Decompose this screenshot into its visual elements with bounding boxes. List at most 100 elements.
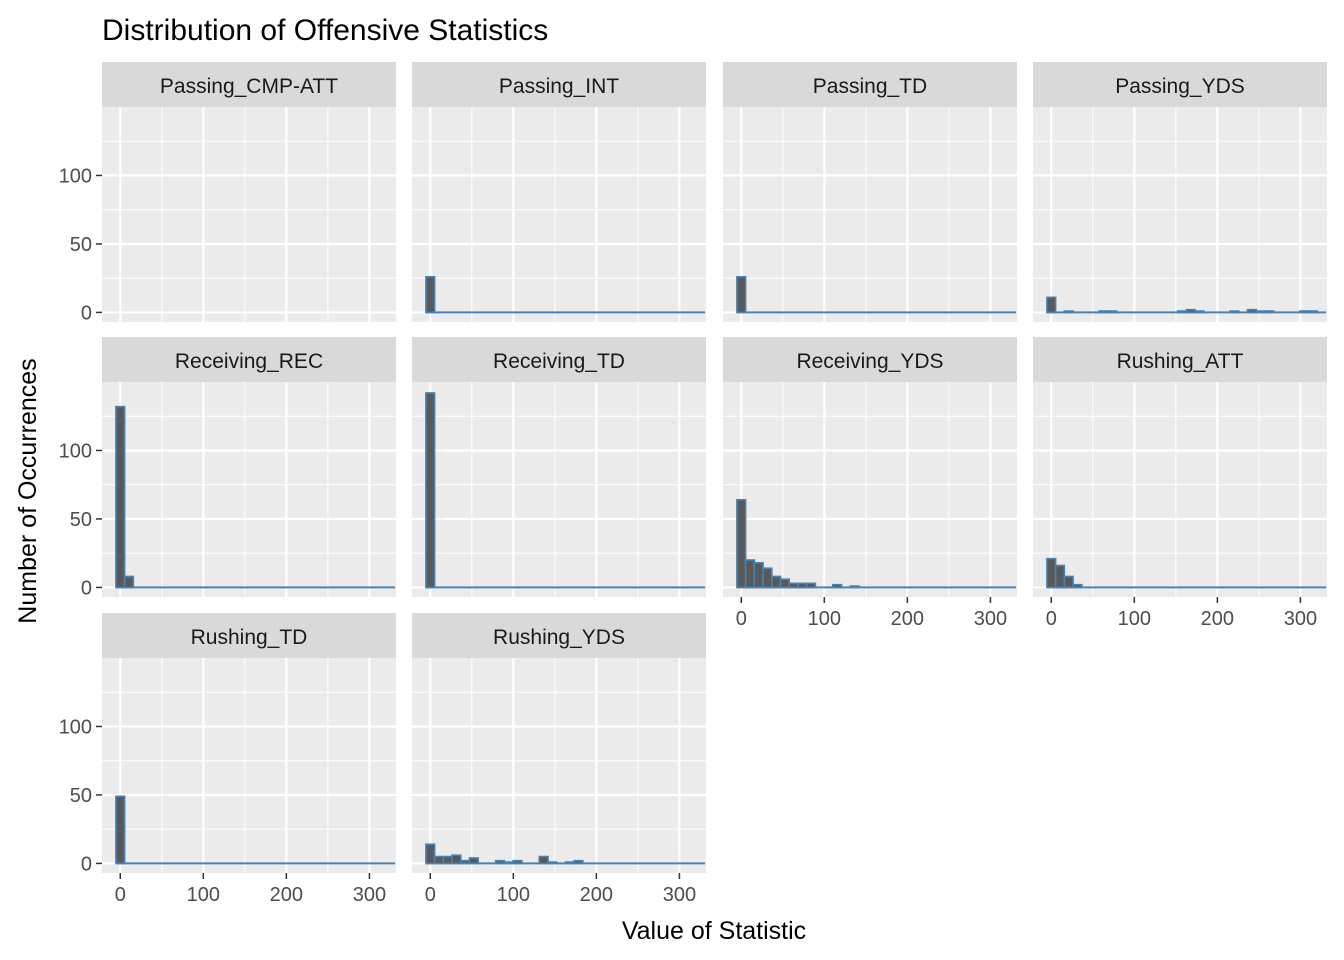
facet-strip-label: Receiving_REC — [175, 350, 323, 373]
histogram-bar — [1299, 310, 1310, 314]
facet-strip-label: Passing_YDS — [1115, 75, 1245, 98]
facet-strip — [102, 62, 396, 107]
y-tick-label: 50 — [70, 234, 92, 256]
histogram-bar — [805, 582, 817, 589]
y-tick-label: 0 — [81, 853, 92, 875]
histogram-bar — [468, 857, 480, 865]
y-tick-label: 50 — [70, 785, 92, 807]
x-tick-label: 200 — [1201, 608, 1234, 630]
facet-panel: Passing_YDS — [1033, 62, 1327, 322]
facet-strip — [102, 613, 396, 658]
panel-background — [412, 382, 706, 597]
histogram-bar — [1107, 310, 1118, 314]
histogram-bar — [1098, 310, 1109, 314]
histogram-bar — [512, 859, 523, 865]
y-tick-label: 100 — [59, 440, 92, 462]
panel-background — [412, 107, 706, 322]
histogram-bar — [832, 583, 843, 589]
x-tick-label: 100 — [808, 608, 841, 630]
x-tick-label: 0 — [1046, 608, 1057, 630]
histogram-bar — [538, 855, 549, 865]
histogram-bar — [1046, 557, 1057, 589]
panel-background — [412, 658, 706, 873]
histogram-bar — [1176, 310, 1188, 314]
x-tick-label: 100 — [187, 884, 220, 906]
x-tick-label: 300 — [353, 884, 386, 906]
histogram-bar — [123, 575, 135, 589]
histogram-bar — [797, 582, 808, 589]
histogram-bar — [1194, 310, 1205, 314]
facet-strip — [723, 337, 1017, 382]
x-tick-label: 100 — [497, 884, 530, 906]
histogram-bar — [564, 861, 575, 865]
facet-panel: Passing_INT — [412, 62, 706, 322]
facet-strip-label: Rushing_TD — [191, 626, 308, 649]
facet-strip — [1033, 62, 1327, 107]
panel-background — [1033, 107, 1327, 322]
histogram-bar — [1264, 310, 1275, 314]
facet-panel: Rushing_YDS 0 100 200 300 — [412, 613, 706, 906]
facet-strip-label: Passing_CMP-ATT — [160, 75, 338, 98]
facet-strip-label: Receiving_TD — [493, 350, 625, 373]
histogram-bar — [1307, 310, 1319, 314]
x-tick-label: 200 — [891, 608, 924, 630]
facet-strip — [412, 337, 706, 382]
facet-panel: Rushing_TD 0 50 100 0 100 200 300 — [59, 613, 396, 906]
histogram-bar — [1046, 296, 1057, 314]
facet-strip-label: Rushing_YDS — [493, 626, 625, 649]
x-tick-label: 200 — [580, 884, 613, 906]
histogram-bar — [736, 276, 747, 314]
histogram-bar — [753, 561, 764, 589]
facet-panel: Receiving_REC 0 50 100 — [59, 337, 396, 599]
x-tick-label: 0 — [425, 884, 436, 906]
facet-strip — [102, 337, 396, 382]
histogram-bar — [1054, 564, 1066, 589]
histogram-bar — [451, 854, 462, 865]
histogram-bar — [779, 578, 791, 589]
panel-background — [102, 658, 396, 873]
panel-background — [102, 382, 396, 597]
chart-title: Distribution of Offensive Statistics — [102, 14, 548, 47]
histogram-bar — [1063, 575, 1074, 589]
y-tick-label: 0 — [81, 302, 92, 324]
histogram-bar — [1063, 310, 1074, 314]
x-axis-title: Value of Statistic — [622, 917, 806, 945]
histogram-bar — [433, 855, 445, 865]
histogram-bar — [849, 585, 860, 589]
histogram-bar — [770, 575, 782, 589]
x-tick-label: 100 — [1118, 608, 1151, 630]
histogram-bar — [1255, 310, 1266, 314]
x-tick-label: 300 — [663, 884, 696, 906]
facet-strip — [723, 62, 1017, 107]
histogram-bar — [547, 861, 558, 865]
x-tick-label: 300 — [1284, 608, 1317, 630]
panel-background — [723, 382, 1017, 597]
x-tick-label: 300 — [974, 608, 1007, 630]
facet-panel: Passing_TD — [723, 62, 1017, 322]
facet-strip — [412, 62, 706, 107]
facet-panel: Receiving_YDS 0 100 200 300 — [723, 337, 1017, 630]
facet-panel: Rushing_ATT 0 100 200 300 — [1033, 337, 1327, 630]
histogram-bar — [736, 498, 747, 589]
facet-strip-label: Passing_INT — [499, 75, 619, 98]
facet-panel: Passing_CMP-ATT 0 50 100 — [59, 62, 396, 324]
facet-strip-label: Passing_TD — [813, 75, 927, 98]
y-axis-title: Number of Occurrences — [14, 358, 42, 623]
histogram-bar — [425, 392, 436, 589]
histogram-bar — [1229, 310, 1240, 314]
histogram-bar — [1072, 583, 1083, 589]
histogram-bar — [744, 559, 756, 589]
histogram-bar — [459, 859, 471, 865]
facet-panels: Passing_CMP-ATT 0 50 100 Passing_INT Passing_… — [59, 62, 1327, 906]
histogram-bar — [503, 861, 514, 865]
histogram-bar — [1246, 308, 1257, 314]
facet-strip — [412, 613, 706, 658]
histogram-bar — [1185, 308, 1196, 314]
panel-background — [723, 107, 1017, 322]
histogram-bar — [573, 859, 584, 865]
x-tick-label: 0 — [115, 884, 126, 906]
facet-strip-label: Rushing_ATT — [1117, 350, 1244, 373]
panel-background — [1033, 382, 1327, 597]
facet-strip — [1033, 337, 1327, 382]
histogram-bar — [762, 567, 773, 589]
